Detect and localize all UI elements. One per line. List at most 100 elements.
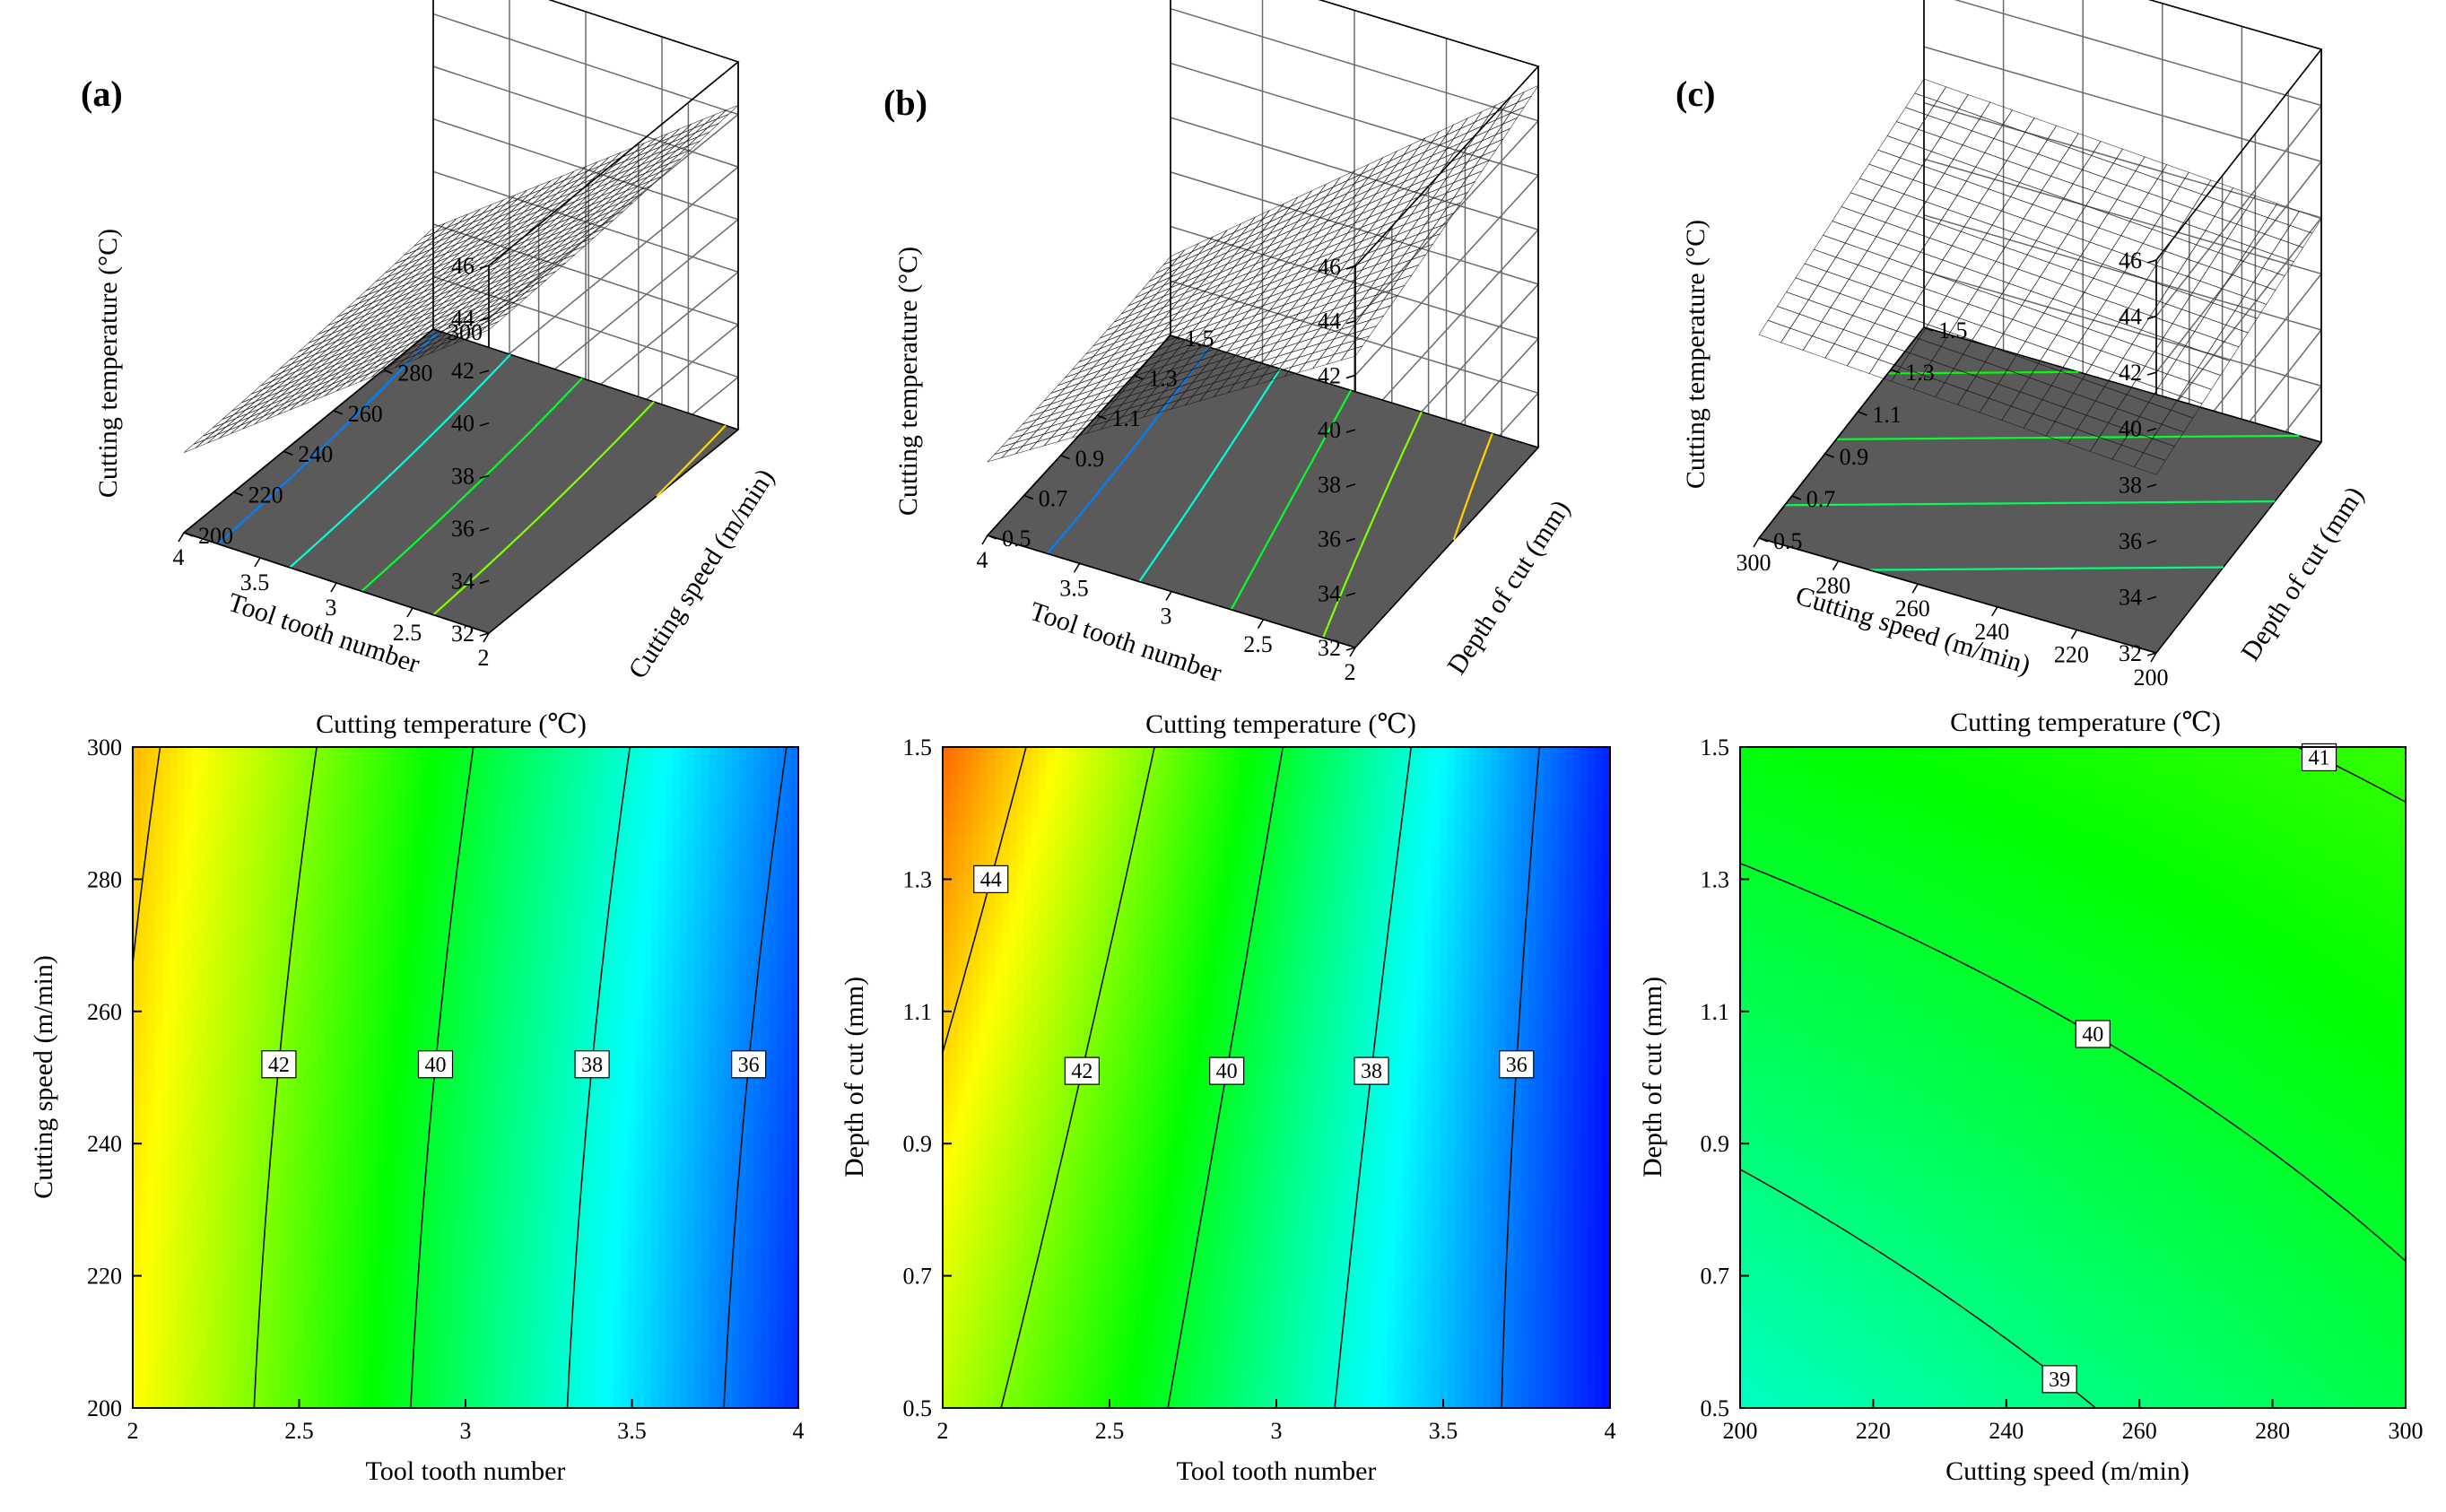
contour-fill-cell bbox=[191, 1202, 200, 1211]
contour-fill-cell bbox=[318, 856, 326, 865]
contour-fill-cell bbox=[295, 1004, 304, 1012]
contour-fill-cell bbox=[347, 1378, 355, 1387]
contour-fill-cell bbox=[354, 828, 363, 836]
surface-cell bbox=[289, 346, 311, 361]
contour-fill-cell bbox=[177, 1107, 186, 1116]
contour-fill-cell bbox=[206, 849, 215, 858]
contour-fill-cell bbox=[347, 937, 355, 946]
contour-fill-cell bbox=[147, 747, 156, 755]
contour-fill-cell bbox=[161, 1158, 170, 1167]
contour-fill-cell bbox=[295, 1326, 304, 1335]
contour-fill-cell bbox=[191, 1342, 200, 1351]
contour-fill-cell bbox=[199, 1172, 208, 1181]
contour-fill-cell bbox=[177, 900, 186, 909]
contour-fill-cell bbox=[221, 1290, 230, 1299]
contour-fill-cell bbox=[147, 1209, 156, 1218]
contour-fill-cell bbox=[133, 1305, 141, 1314]
contour-fill-cell bbox=[273, 1319, 282, 1328]
contour-fill-cell bbox=[184, 1334, 193, 1343]
contour-fill-cell bbox=[377, 769, 385, 778]
contour-fill-cell bbox=[258, 754, 266, 762]
contour-fill-cell bbox=[206, 1143, 215, 1151]
contour-fill-cell bbox=[236, 1371, 245, 1379]
contour-fill-cell bbox=[243, 982, 252, 990]
contour-fill-cell bbox=[199, 1312, 208, 1321]
surface-cell bbox=[1022, 421, 1046, 436]
contour-fill-cell bbox=[154, 1275, 163, 1284]
contour-fill-cell bbox=[229, 835, 238, 844]
contour-fill-cell bbox=[309, 1305, 318, 1314]
contour-fill-cell bbox=[213, 865, 222, 873]
contour-fill-cell bbox=[147, 1172, 156, 1181]
contour-fill-cell bbox=[369, 754, 378, 762]
contour-fill-cell bbox=[258, 1334, 266, 1343]
contour-fill-cell bbox=[177, 776, 186, 785]
contour-fill-cell bbox=[265, 923, 274, 932]
contour-fill-cell bbox=[147, 900, 156, 909]
contour-fill-cell bbox=[213, 1128, 222, 1137]
contour-fill-cell bbox=[250, 1128, 259, 1137]
contour-fill-cell bbox=[154, 1180, 163, 1188]
contour-fill-cell bbox=[295, 1047, 304, 1056]
surface-cell bbox=[1022, 411, 1045, 425]
contour-fill-cell bbox=[250, 1004, 259, 1012]
contour-fill-cell bbox=[221, 886, 230, 895]
contour-fill-cell bbox=[339, 1018, 348, 1027]
contour-fill-cell bbox=[280, 1172, 289, 1181]
surface-cell bbox=[502, 265, 525, 280]
contour-fill-cell bbox=[154, 1356, 163, 1365]
contour-fill-cell bbox=[229, 783, 238, 792]
contour-fill-cell bbox=[170, 1290, 178, 1299]
contour-fill-cell bbox=[170, 1128, 178, 1137]
contour-fill-cell bbox=[229, 1033, 238, 1042]
contour-fill-cell bbox=[354, 1165, 363, 1174]
contour-fill-cell bbox=[347, 769, 355, 778]
surface-cell bbox=[1962, 130, 1995, 153]
contour-fill-cell bbox=[339, 1378, 348, 1387]
contour-fill-cell bbox=[140, 791, 149, 799]
contour-fill-cell bbox=[184, 1004, 193, 1012]
contour-fill-cell bbox=[213, 1165, 222, 1174]
contour-fill-cell bbox=[369, 1195, 378, 1204]
contour-fill-cell bbox=[339, 1282, 348, 1291]
contour-fill-cell bbox=[140, 1026, 149, 1034]
contour-fill-cell bbox=[280, 1143, 289, 1151]
contour-fill-cell bbox=[339, 747, 348, 755]
x-tick-label: 3.5 bbox=[1059, 575, 1089, 601]
contour-fill-cell bbox=[302, 1319, 311, 1328]
contour-fill-cell bbox=[258, 930, 266, 939]
surface-cell bbox=[1872, 186, 1905, 209]
contour-fill-cell bbox=[339, 1077, 348, 1086]
contour-fill-cell bbox=[318, 945, 326, 953]
contour-fill-cell bbox=[236, 937, 245, 946]
contour-fill-cell bbox=[140, 1224, 149, 1233]
contour-fill-cell bbox=[309, 1121, 318, 1130]
contour-fill-cell bbox=[354, 1040, 363, 1049]
contour-fill-cell bbox=[243, 937, 252, 946]
surface-cell bbox=[2074, 291, 2107, 316]
contour-fill-cell bbox=[147, 1261, 156, 1270]
contour-fill-cell bbox=[229, 1018, 238, 1027]
contour-fill-cell bbox=[309, 1040, 318, 1049]
contour-fill-cell bbox=[318, 960, 326, 969]
surface-cell bbox=[1798, 299, 1832, 323]
wall-grid-line bbox=[432, 13, 739, 116]
contour-fill-cell bbox=[258, 842, 266, 851]
contour-fill-cell bbox=[161, 835, 170, 844]
contour-fill-cell bbox=[339, 1026, 348, 1034]
contour-fill-cell bbox=[213, 1055, 222, 1064]
contour-fill-cell bbox=[332, 1298, 341, 1306]
contour-fill-cell bbox=[361, 761, 370, 770]
contour-fill-cell bbox=[140, 828, 149, 836]
contour-fill-cell bbox=[177, 1011, 186, 1020]
contour-fill-cell bbox=[318, 1334, 326, 1343]
surface-cell bbox=[494, 277, 518, 292]
contour-fill-cell bbox=[170, 1077, 178, 1086]
contour-fill-cell bbox=[250, 828, 259, 836]
contour-fill-cell bbox=[229, 842, 238, 851]
contour-fill-cell bbox=[213, 1326, 222, 1335]
contour-fill-cell bbox=[184, 1275, 193, 1284]
contour-fill-cell bbox=[377, 761, 385, 770]
contour-fill-cell bbox=[133, 769, 141, 778]
contour-fill-cell bbox=[199, 1326, 208, 1335]
